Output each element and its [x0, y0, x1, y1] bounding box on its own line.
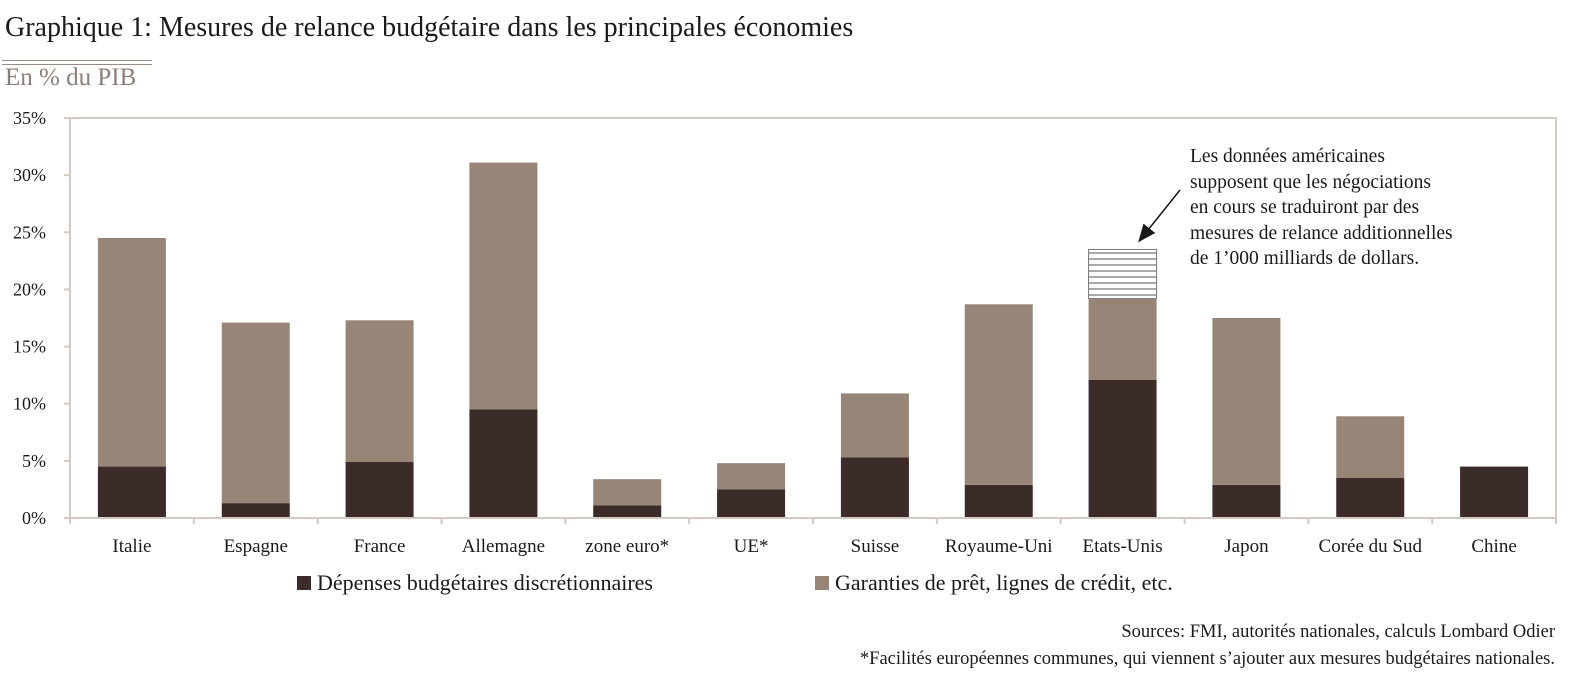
- legend-swatch-light: [815, 576, 829, 590]
- annotation-line: supposent que les négociations: [1190, 171, 1431, 193]
- footnote: *Facilités européennes communes, qui vie…: [859, 649, 1555, 669]
- x-tick-label: Royaume-Uni: [945, 536, 1053, 557]
- annotation-text: Les données américaines supposent que le…: [1190, 144, 1453, 272]
- y-tick-label: 20%: [13, 279, 46, 299]
- y-tick-label: 10%: [13, 394, 46, 414]
- bar-segment-discretionary: [97, 466, 166, 518]
- bar-segment-discretionary: [840, 457, 909, 518]
- bar-segment-discretionary: [717, 489, 786, 518]
- bar-segment-guarantees: [1212, 318, 1281, 485]
- bar-segment-discretionary: [469, 409, 538, 518]
- bar-segment-guarantees: [1336, 416, 1405, 478]
- bar-segment-guarantees: [840, 393, 909, 458]
- legend-label: Garanties de prêt, lignes de crédit, etc…: [835, 570, 1173, 595]
- annotation-line: de 1’000 milliards de dollars.: [1190, 248, 1420, 269]
- y-tick-label: 25%: [13, 222, 46, 242]
- x-tick-label: Italie: [112, 536, 151, 557]
- bar-segment-guarantees: [1088, 298, 1157, 380]
- y-tick-label: 15%: [13, 337, 46, 357]
- bar-segment-guarantees: [964, 304, 1033, 485]
- sources-note: Sources: FMI, autorités nationales, calc…: [1121, 622, 1555, 642]
- bar-segment-discretionary: [345, 462, 414, 518]
- bar-segment-guarantees: [593, 479, 662, 506]
- x-tick-label: Etats-Unis: [1082, 536, 1162, 557]
- title-rule: [2, 60, 152, 65]
- x-tick-label: Allemagne: [462, 536, 545, 557]
- legend-item-guarantees: Garanties de prêt, lignes de crédit, etc…: [815, 570, 1173, 596]
- y-tick-label: 30%: [13, 165, 46, 185]
- bar-segment-guarantees: [97, 238, 166, 467]
- legend-item-discretionary: Dépenses budgétaires discrétionnaires: [297, 570, 653, 596]
- annotation-arrow: [1138, 189, 1181, 243]
- chart-subtitle: En % du PIB: [5, 64, 137, 91]
- bar-segment-guarantees: [469, 162, 538, 410]
- bar-segment-discretionary: [593, 505, 662, 518]
- bar-segment-discretionary: [1336, 478, 1405, 518]
- y-tick-label: 5%: [22, 451, 46, 471]
- bar-segment-guarantees: [717, 463, 786, 490]
- x-tick-label: Corée du Sud: [1319, 536, 1423, 557]
- bar-segment-additional: [1088, 248, 1158, 300]
- bar-segment-guarantees: [221, 322, 290, 504]
- y-tick-label: 35%: [13, 108, 46, 128]
- x-tick-label: France: [354, 536, 406, 557]
- bar-segment-discretionary: [1460, 466, 1529, 518]
- y-tick-label: 0%: [22, 508, 46, 528]
- annotation-line: en cours se traduiront par des: [1190, 197, 1420, 218]
- legend-label: Dépenses budgétaires discrétionnaires: [317, 570, 653, 595]
- bar-segment-discretionary: [221, 503, 290, 518]
- annotation-line: Les données américaines: [1190, 146, 1385, 167]
- chart-title: Graphique 1: Mesures de relance budgétai…: [5, 12, 854, 43]
- bar-segment-guarantees: [345, 320, 414, 462]
- x-tick-label: Chine: [1471, 536, 1516, 557]
- x-tick-label: Suisse: [851, 536, 900, 557]
- bar-segment-discretionary: [1212, 484, 1281, 518]
- bar-segment-discretionary: [964, 484, 1033, 518]
- legend-swatch-dark: [297, 576, 311, 590]
- x-tick-label: UE*: [734, 536, 769, 557]
- annotation-line: mesures de relance additionnelles: [1190, 222, 1453, 244]
- x-tick-label: Japon: [1224, 536, 1269, 557]
- x-tick-label: zone euro*: [585, 536, 669, 557]
- bar-segment-discretionary: [1088, 379, 1157, 518]
- x-tick-label: Espagne: [224, 536, 288, 557]
